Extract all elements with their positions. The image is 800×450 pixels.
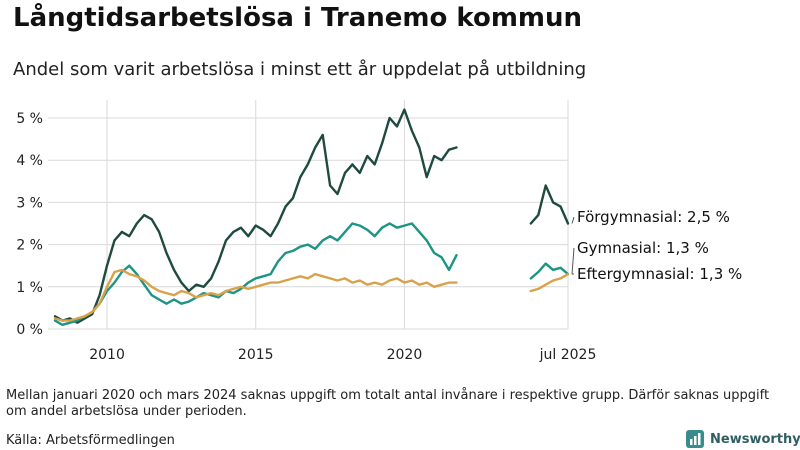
label-connector	[571, 247, 575, 275]
y-tick-label: 0 %	[16, 322, 43, 338]
x-tick-label: jul 2025	[539, 347, 597, 363]
y-tick-label: 1 %	[16, 280, 43, 296]
series-end-label: Förgymnasial: 2,5 %	[577, 208, 730, 226]
series-line-forgymnasial	[529, 184, 570, 225]
series-end-label: Gymnasial: 1,3 %	[577, 239, 709, 257]
brand-logo: Newsworthy	[686, 430, 800, 448]
line-chart: 0 %1 %2 %3 %4 %5 % 2010 2015 2020 jul 2025 …	[16, 100, 742, 363]
y-tick-label: 2 %	[16, 238, 43, 254]
series-line-eftergymnasial	[529, 272, 570, 293]
y-axis-ticks: 0 % 1 % 2 % 3 % 4 % 5 %	[16, 111, 43, 338]
label-connector	[571, 216, 575, 224]
series-line-gymnasial	[53, 222, 458, 326]
footnote: Mellan januari 2020 och mars 2024 saknas…	[6, 388, 770, 419]
x-tick-label: 2020	[387, 347, 423, 363]
y-tick-label: 5 %	[16, 111, 43, 127]
x-tick-label: 2010	[89, 347, 125, 363]
grid	[48, 100, 569, 330]
x-tick-label: 2015	[238, 347, 274, 363]
series-line-forgymnasial	[53, 108, 458, 324]
y-tick-label: 4 %	[16, 153, 43, 169]
series-line-gymnasial	[529, 262, 570, 280]
y-tick-label: 3 %	[16, 195, 43, 211]
chart-subtitle: Andel som varit arbetslösa i minst ett å…	[13, 59, 587, 80]
series-line-eftergymnasial	[53, 268, 458, 322]
x-axis-ticks: 2010 2015 2020 jul 2025	[89, 347, 596, 363]
source-text: Källa: Arbetsförmedlingen	[6, 433, 175, 448]
brand-name: Newsworthy	[710, 431, 800, 447]
series-lines	[53, 108, 570, 326]
bar-chart-icon	[686, 430, 704, 448]
series-end-label: Eftergymnasial: 1,3 %	[577, 265, 742, 283]
chart-title: Långtidsarbetslösa i Tranemo kommun	[13, 3, 583, 33]
series-end-labels: Förgymnasial: 2,5 % Gymnasial: 1,3 % Efter…	[571, 208, 742, 283]
